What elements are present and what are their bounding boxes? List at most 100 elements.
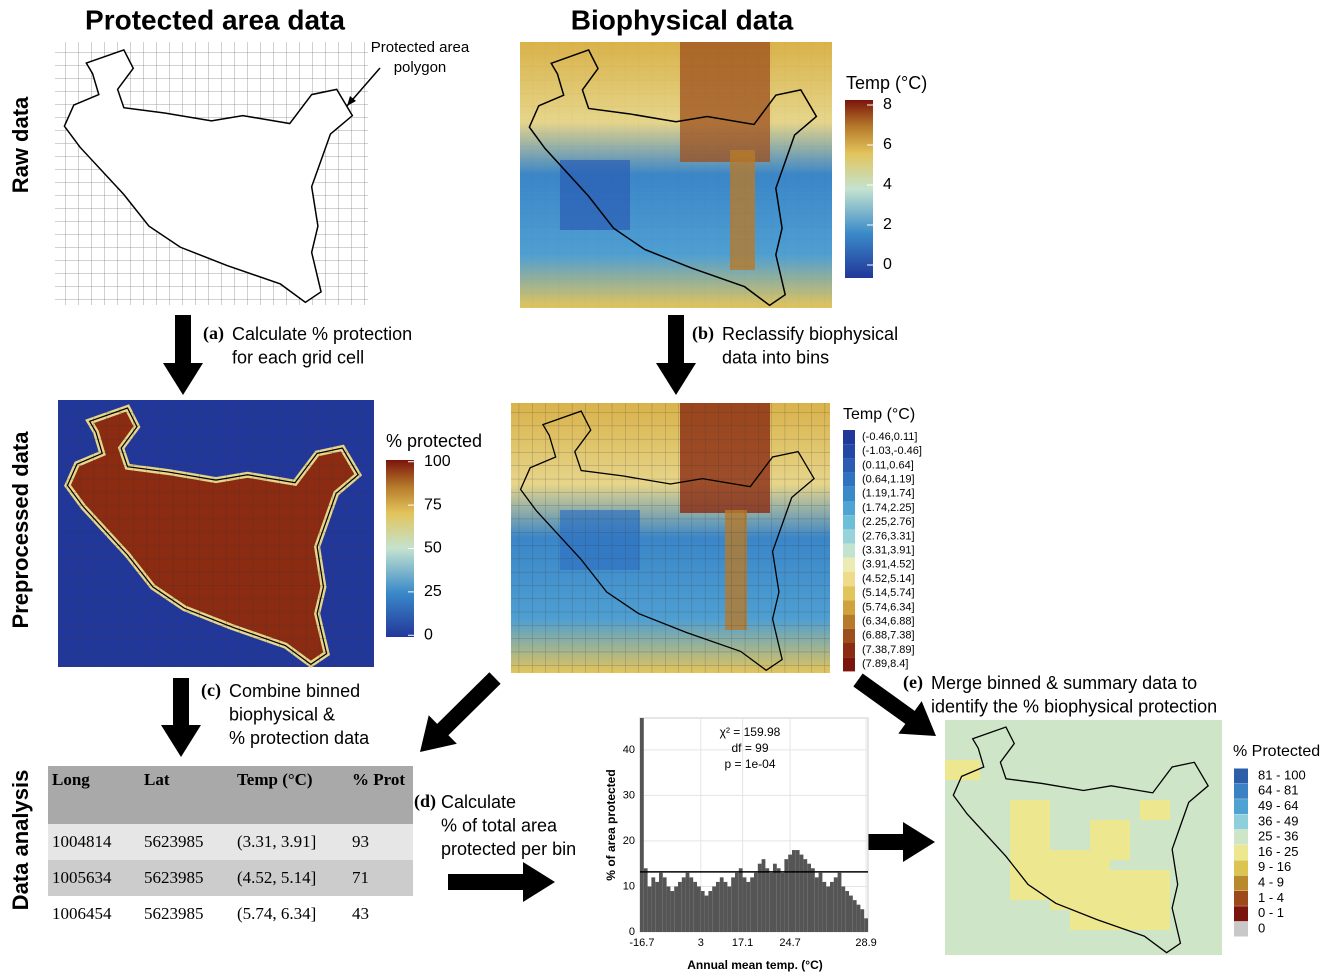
stat-text: p = 1e-04 bbox=[724, 757, 775, 771]
bar bbox=[811, 868, 815, 932]
bar bbox=[837, 872, 842, 932]
x-tick-label: 3 bbox=[698, 937, 704, 949]
step-tag: (c) bbox=[201, 680, 221, 701]
arrow bbox=[419, 672, 501, 752]
step-tag: (d) bbox=[414, 791, 436, 812]
step-text: data into bins bbox=[722, 347, 829, 367]
arrow bbox=[866, 822, 935, 862]
legend-label: (2.25,2.76] bbox=[862, 516, 915, 528]
legend-label: (1.74,2.25] bbox=[862, 502, 915, 514]
step-text: identify the % biophysical protection bbox=[931, 696, 1217, 716]
step-text: Combine binned bbox=[229, 681, 360, 701]
bar bbox=[659, 872, 663, 932]
legend-label: (3.31,3.91] bbox=[862, 545, 915, 557]
colorbar-label: 0 bbox=[424, 626, 433, 643]
bar bbox=[765, 868, 770, 932]
bar bbox=[803, 859, 808, 932]
legend-swatch bbox=[843, 458, 855, 473]
table-header-cell: Long bbox=[48, 766, 140, 824]
bar bbox=[833, 877, 838, 932]
step-tag: (e) bbox=[903, 672, 923, 693]
table-cell: 5623985 bbox=[140, 860, 233, 896]
legend-swatch bbox=[1234, 829, 1248, 845]
legend-swatch bbox=[1234, 875, 1248, 891]
legend-label: (7.89,8.4] bbox=[862, 658, 908, 670]
x-tick-label: 28.9 bbox=[855, 937, 876, 949]
table-cell: 43 bbox=[352, 904, 369, 923]
step-text: % protection data bbox=[229, 728, 370, 748]
step-tag: (b) bbox=[692, 323, 714, 344]
bar bbox=[754, 872, 758, 932]
bar bbox=[689, 877, 694, 932]
legend-label: 64 - 81 bbox=[1258, 783, 1298, 798]
legend-swatch bbox=[843, 444, 855, 459]
legend-label: 9 - 16 bbox=[1258, 859, 1291, 874]
table-row: 1006454 5623985 (5.74, 6.34] 43 bbox=[48, 896, 413, 932]
legend-swatch bbox=[843, 600, 855, 615]
bar bbox=[647, 886, 652, 932]
bar bbox=[852, 900, 857, 932]
row-label: Data analysis bbox=[8, 770, 33, 911]
bar bbox=[780, 872, 785, 932]
legend-title: Temp (°C) bbox=[846, 73, 927, 93]
preprocessed-protected-map bbox=[58, 400, 414, 667]
x-tick-label: 24.7 bbox=[779, 937, 800, 949]
legend-swatch bbox=[843, 657, 855, 672]
table-row: 1005634 5623985 (4.52, 5.14] 71 bbox=[48, 860, 413, 896]
legend-swatch bbox=[843, 515, 855, 530]
bar bbox=[719, 877, 724, 932]
legend-label: (5.74,6.34] bbox=[862, 601, 915, 613]
bar bbox=[723, 881, 728, 932]
legend-swatch bbox=[843, 472, 855, 487]
annotation: polygon bbox=[394, 59, 447, 76]
legend-swatch bbox=[1234, 799, 1248, 815]
bar bbox=[849, 895, 853, 932]
table-cell: (5.74, 6.34] bbox=[237, 904, 317, 923]
bar bbox=[773, 863, 777, 932]
legend-label: (7.38,7.89] bbox=[862, 644, 915, 656]
row-label: Raw data bbox=[8, 96, 33, 193]
colorbar-label: 50 bbox=[424, 540, 442, 557]
arrow bbox=[161, 678, 201, 757]
preprocessed-biophysical-map bbox=[511, 403, 830, 673]
legend-label: (-1.03,-0.46] bbox=[862, 445, 922, 457]
legend-swatch bbox=[843, 557, 855, 572]
table-cell: (3.31, 3.91] bbox=[233, 824, 348, 860]
colorbar-label: 75 bbox=[424, 496, 442, 513]
legend-label: 25 - 36 bbox=[1258, 829, 1298, 844]
legend-label: (3.91,4.52] bbox=[862, 559, 915, 571]
bar bbox=[841, 886, 846, 932]
bar bbox=[727, 886, 732, 932]
table-cell: 93 bbox=[348, 824, 413, 860]
step-text: biophysical & bbox=[229, 704, 335, 724]
bar bbox=[814, 877, 819, 932]
legend-swatch bbox=[843, 628, 855, 643]
bar bbox=[640, 718, 644, 932]
bar bbox=[697, 886, 701, 932]
legend-label: (6.34,6.88] bbox=[862, 616, 915, 628]
table-cell: (4.52, 5.14] bbox=[233, 860, 348, 896]
y-tick-label: 20 bbox=[623, 835, 635, 847]
legend-label: (5.14,5.74] bbox=[862, 587, 915, 599]
bar bbox=[826, 886, 830, 932]
annotation: Protected area bbox=[371, 39, 470, 56]
bar bbox=[776, 868, 781, 932]
legend-label: 16 - 25 bbox=[1258, 844, 1298, 859]
legend-swatch bbox=[843, 586, 855, 601]
colorbar-label: 0 bbox=[883, 256, 892, 273]
bar bbox=[666, 886, 671, 932]
arrow bbox=[163, 315, 203, 395]
bar bbox=[651, 877, 656, 932]
table-cell: 5623985 bbox=[140, 824, 233, 860]
legend-swatch bbox=[843, 643, 855, 658]
legend-swatch bbox=[843, 529, 855, 544]
legend-swatch bbox=[1234, 783, 1248, 799]
table-cell: 1005634 bbox=[48, 860, 140, 896]
bar bbox=[757, 863, 762, 932]
legend-swatch bbox=[843, 543, 855, 558]
column-header: Protected area data bbox=[85, 4, 345, 35]
bar bbox=[738, 868, 743, 932]
bar bbox=[750, 877, 754, 932]
legend-label: (2.76,3.31] bbox=[862, 530, 915, 542]
colorbar-label: 100 bbox=[424, 453, 451, 470]
